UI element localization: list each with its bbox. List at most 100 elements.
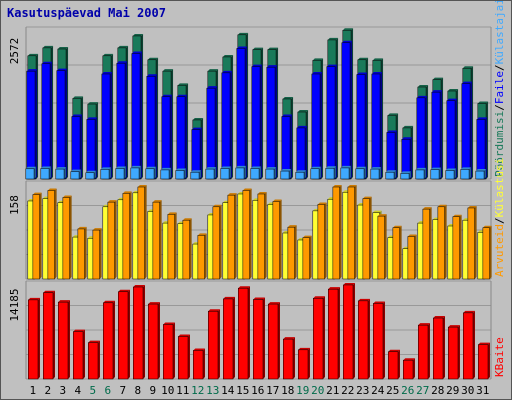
- bar-faile-top: [221, 70, 233, 73]
- bar-arvuteid-side: [354, 185, 357, 279]
- bar-arvuteid-top: [332, 185, 342, 187]
- legend-item: Arvuteid: [493, 224, 506, 277]
- bar-kbaite-side: [278, 302, 280, 379]
- bar-kulastajaid: [235, 165, 247, 180]
- bar-faile-side: [320, 71, 323, 179]
- bar-arvuteid: [452, 214, 462, 280]
- bar-kbaite: [223, 296, 235, 380]
- x-tick-label: 30: [461, 384, 474, 397]
- bar-kulastajaid-top: [295, 170, 307, 173]
- bar-kbaite-top: [133, 285, 145, 287]
- bar-kulastajaid-face: [85, 172, 95, 180]
- bar-kulastajaid-face: [355, 168, 365, 180]
- bar-kulastajaid-face: [220, 168, 230, 180]
- bar-faile: [476, 117, 488, 180]
- legend-item: Faile: [493, 71, 506, 104]
- bar-arvuteid-face: [482, 227, 490, 280]
- bar-faile-face: [251, 66, 261, 180]
- bar-faile-side: [110, 71, 113, 179]
- bar-kbaite-face: [448, 326, 459, 380]
- bar-faile-side: [290, 114, 293, 179]
- bar-kulastajaid-face: [475, 170, 485, 180]
- bar-kbaite-side: [383, 301, 385, 379]
- bar-kulastajaid: [160, 167, 172, 180]
- bar-kbaite-top: [313, 296, 325, 299]
- bar-kulastajaid-side: [49, 166, 52, 179]
- bar-arvuteid-side: [369, 196, 372, 279]
- bar-arvuteid-top: [77, 226, 87, 229]
- bar-poordumisi-top: [357, 57, 369, 60]
- bar-kbaite: [133, 285, 145, 380]
- bar-kulastajaid-top: [265, 167, 277, 170]
- bar-kbaite-side: [413, 358, 415, 379]
- bar-kbaite: [238, 286, 250, 380]
- bar-kulastajaid-face: [40, 168, 50, 180]
- bar-kulastajaid-top: [310, 166, 322, 169]
- bar-poordumisi-top: [432, 77, 444, 80]
- bar-arvuteid-side: [279, 199, 282, 279]
- legend-item: KBaite: [493, 337, 506, 377]
- x-tick-label: 1: [29, 384, 36, 397]
- bar-arvuteid-top: [197, 233, 207, 236]
- bar-arvuteid-side: [309, 235, 312, 279]
- bar-kulastajaid-face: [190, 171, 200, 180]
- bar-faile: [296, 125, 308, 180]
- bar-arvuteid-side: [159, 200, 162, 279]
- bar-faile-face: [101, 73, 111, 180]
- bar-arvuteid-face: [347, 186, 355, 280]
- bar-faile-face: [131, 53, 141, 180]
- bar-faile-side: [245, 46, 248, 179]
- bar-arvuteid-face: [362, 198, 370, 280]
- bar-arvuteid-top: [107, 200, 117, 203]
- bar-kulastajaid: [310, 166, 322, 180]
- legend-separator: /: [493, 64, 506, 71]
- bar-arvuteid-top: [362, 196, 372, 199]
- bar-kulastajaid-side: [94, 170, 97, 179]
- bar-kbaite-face: [208, 310, 219, 380]
- bar-poordumisi-top: [342, 28, 354, 31]
- bar-kbaite-face: [388, 351, 399, 380]
- bar-kulastajaid-face: [400, 173, 410, 180]
- bar-kbaite-top: [403, 358, 415, 361]
- bar-kulastajaid-face: [295, 171, 305, 180]
- bar-kbaite-side: [68, 300, 70, 379]
- bar-faile: [371, 71, 383, 180]
- bar-kbaite: [463, 310, 475, 380]
- bar-poordumisi-top: [117, 45, 129, 48]
- bar-kulastajaid-top: [100, 167, 112, 170]
- bar-poordumisi-top: [177, 83, 189, 86]
- bar-kbaite-side: [398, 349, 400, 379]
- bar-faile-side: [410, 137, 413, 179]
- bar-kbaite-face: [253, 299, 264, 380]
- bar-faile-top: [56, 68, 68, 71]
- bar-kulastajaid-side: [169, 167, 172, 179]
- bar-arvuteid-face: [272, 201, 280, 280]
- bar-kulastajaid-face: [460, 169, 470, 180]
- bar-poordumisi-top: [57, 47, 69, 50]
- bar-poordumisi-top: [417, 85, 429, 88]
- bar-kbaite-top: [163, 322, 175, 325]
- bar-arvuteid: [137, 185, 147, 280]
- bar-faile-face: [176, 96, 186, 180]
- bar-kbaite-top: [298, 347, 310, 350]
- bar-arvuteid: [332, 185, 342, 280]
- bar-arvuteid-top: [92, 228, 102, 231]
- bar-kbaite-face: [238, 287, 249, 380]
- bar-kbaite-side: [473, 310, 475, 379]
- bar-kulastajaid-top: [445, 168, 457, 171]
- x-tick-label: 2: [44, 384, 51, 397]
- x-tick-label: 28: [431, 384, 444, 397]
- bar-kbaite-face: [313, 298, 324, 380]
- bar-arvuteid: [257, 191, 267, 280]
- x-tick-label: 19: [296, 384, 309, 397]
- bar-faile-side: [50, 61, 53, 179]
- bar-faile-face: [86, 119, 96, 180]
- bar-faile-side: [200, 127, 203, 179]
- bar-kbaite-face: [283, 338, 294, 380]
- bar-kbaite-face: [163, 324, 174, 380]
- bar-kbaite-face: [148, 303, 159, 380]
- bar-arvuteid-top: [272, 199, 282, 202]
- bar-faile-top: [191, 127, 203, 130]
- bar-kulastajaid-top: [25, 166, 37, 169]
- bar-arvuteid-side: [249, 188, 252, 279]
